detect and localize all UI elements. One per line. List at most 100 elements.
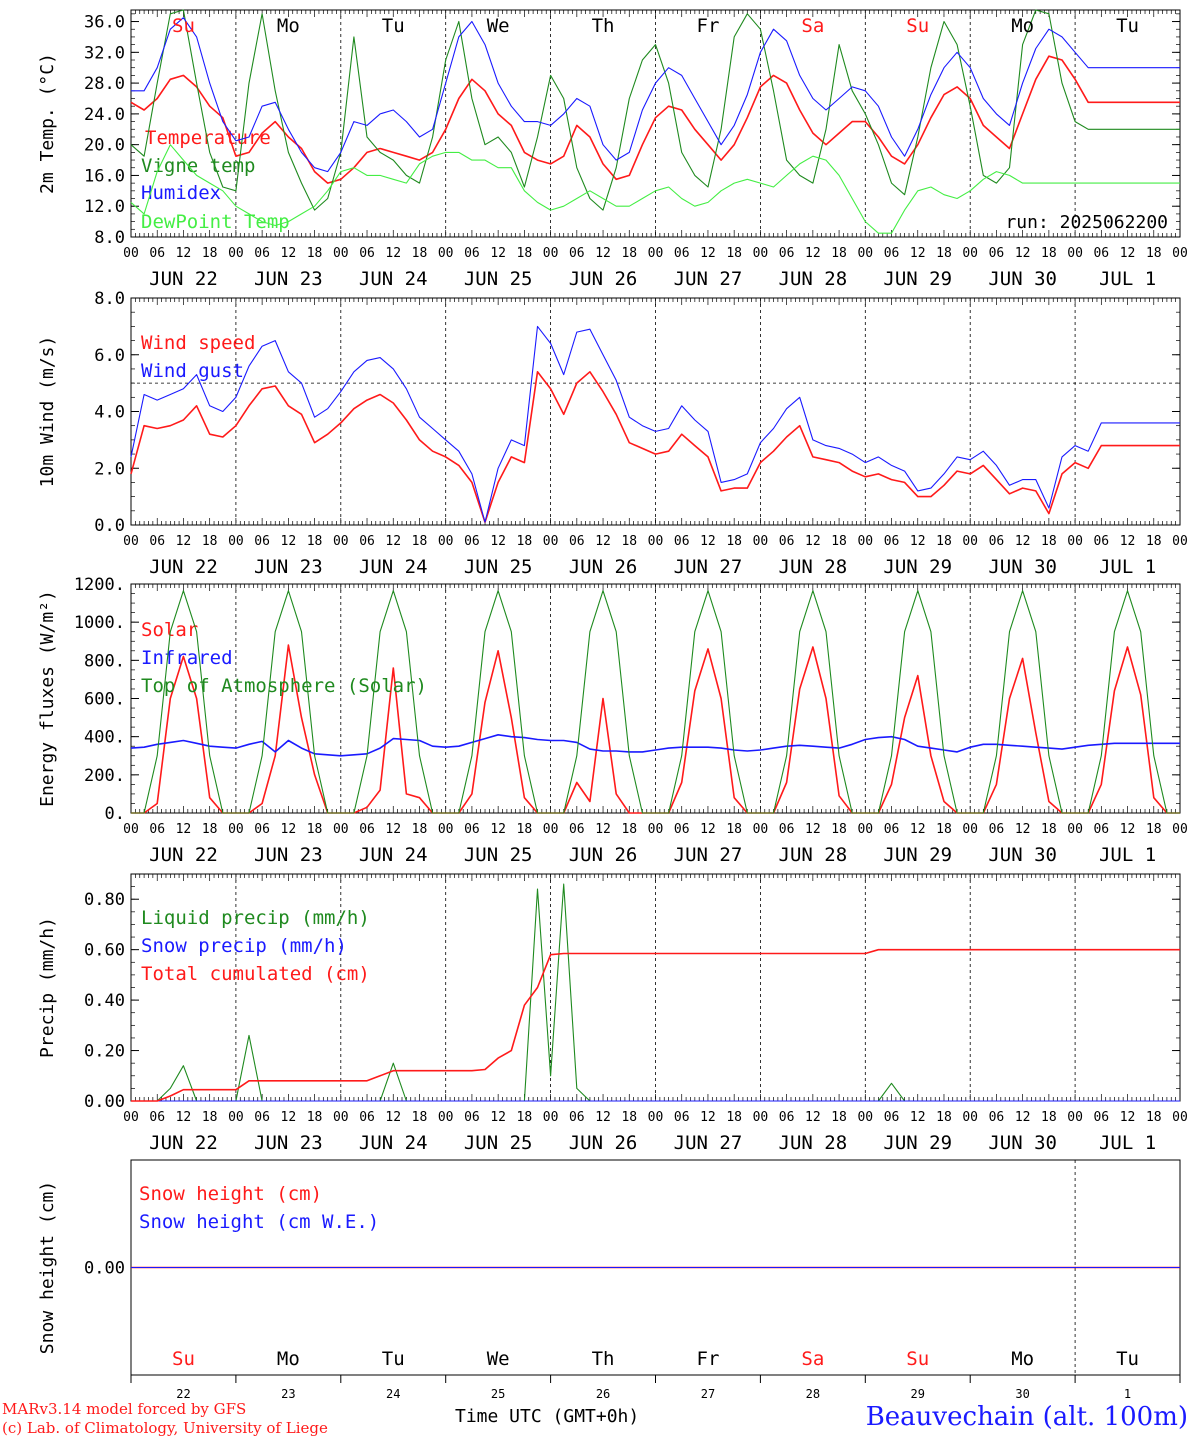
hour-label: 12 (490, 246, 506, 261)
hour-label: 12 (385, 1110, 401, 1125)
hour-label: 12 (281, 822, 297, 837)
hour-label: 12 (1015, 534, 1031, 549)
y-tick-label: 0.20 (84, 1042, 125, 1062)
hour-label: 06 (674, 822, 690, 837)
date-label: JUN 30 (988, 268, 1057, 290)
hour-label: 06 (674, 1110, 690, 1125)
hour-label: 00 (962, 246, 978, 261)
date-label: JUN 26 (569, 268, 638, 290)
hour-label: 18 (831, 1110, 847, 1125)
y-tick-label: 0.80 (84, 890, 125, 910)
hour-label: 06 (464, 822, 480, 837)
hour-label: 00 (753, 1110, 769, 1125)
date-label: JUN 25 (464, 1132, 533, 1154)
day-number-label: 30 (1015, 1387, 1029, 1401)
hour-label: 18 (517, 822, 533, 837)
date-label: JUN 22 (149, 1132, 218, 1154)
hour-label: 00 (857, 1110, 873, 1125)
hour-label: 06 (569, 822, 585, 837)
hour-label: 12 (1015, 246, 1031, 261)
hour-label: 00 (438, 1110, 454, 1125)
hour-label: 00 (962, 1110, 978, 1125)
day-number-label: 22 (176, 1387, 190, 1401)
y-tick-label: 28.0 (84, 74, 125, 94)
hour-label: 00 (1067, 822, 1083, 837)
date-label: JUN 28 (779, 556, 848, 578)
hour-label: 00 (753, 822, 769, 837)
y-tick-label: 1200. (74, 575, 125, 595)
date-label: JUN 25 (464, 556, 533, 578)
date-label: JUN 25 (464, 844, 533, 866)
legend-entry: Snow height (cm) (139, 1183, 322, 1205)
date-label: JUN 23 (254, 1132, 323, 1154)
hour-label: 00 (962, 534, 978, 549)
weekday-label: We (487, 15, 510, 37)
hour-label: 00 (123, 534, 139, 549)
hour-label: 18 (936, 534, 952, 549)
panel-2: 0.0 2.0 4.0 6.0 8.0 10m Wind (m/s) Wind speed W… (37, 289, 1188, 578)
day-number-label: 24 (386, 1387, 400, 1401)
date-label: JUL 1 (1099, 556, 1156, 578)
hour-label: 18 (831, 822, 847, 837)
date-label: JUN 29 (883, 556, 952, 578)
hour-label: 06 (359, 534, 375, 549)
y-tick-label: 0.00 (84, 1092, 125, 1112)
hour-label: 00 (1172, 534, 1188, 549)
hour-label: 18 (621, 822, 637, 837)
hour-label: 00 (543, 246, 559, 261)
date-label: JUN 28 (779, 268, 848, 290)
day-number-label: 23 (281, 1387, 295, 1401)
hour-label: 00 (333, 246, 349, 261)
hour-label: 06 (569, 534, 585, 549)
date-label: JUL 1 (1099, 268, 1156, 290)
hour-label: 06 (464, 534, 480, 549)
hour-label: 00 (753, 246, 769, 261)
hour-label: 06 (884, 1110, 900, 1125)
weekday-label: Mo (1011, 15, 1034, 37)
footer-credit: MARv3.14 model forced by GFS (c) Lab. of… (2, 1400, 328, 1438)
hour-label: 18 (1041, 246, 1057, 261)
panel-4: 0.00 0.20 0.40 0.60 0.80 Precip (mm/h) Liquid … (37, 873, 1188, 1154)
date-label: JUN 24 (359, 556, 428, 578)
hour-label: 06 (779, 246, 795, 261)
hour-label: 12 (1015, 1110, 1031, 1125)
hour-label: 12 (595, 534, 611, 549)
date-label: JUN 27 (674, 844, 743, 866)
weekday-label: Sa (801, 1348, 824, 1370)
date-label: JUN 23 (254, 268, 323, 290)
hour-label: 00 (753, 534, 769, 549)
hour-label: 12 (805, 822, 821, 837)
hour-label: 12 (176, 822, 192, 837)
hour-label: 00 (438, 246, 454, 261)
hour-label: 18 (621, 246, 637, 261)
hour-label: 06 (254, 822, 270, 837)
hour-label: 06 (254, 246, 270, 261)
date-label: JUN 24 (359, 844, 428, 866)
legend-entry: Top of Atmosphere (Solar) (141, 675, 427, 697)
hour-label: 12 (700, 1110, 716, 1125)
hour-label: 00 (438, 822, 454, 837)
hour-label: 12 (281, 534, 297, 549)
hour-label: 12 (490, 822, 506, 837)
weekday-label: Su (906, 15, 929, 37)
panel-5: 0.00 Snow height (cm) Snow height (cm) Snow… (37, 1159, 1181, 1401)
hour-label: 18 (831, 246, 847, 261)
date-label: JUN 28 (779, 1132, 848, 1154)
hour-label: 06 (254, 534, 270, 549)
hour-label: 06 (149, 822, 165, 837)
hour-label: 06 (359, 822, 375, 837)
hour-label: 00 (1172, 246, 1188, 261)
hour-label: 06 (1093, 246, 1109, 261)
series-line-wind-gust (130, 325, 1180, 523)
date-label: JUN 22 (149, 268, 218, 290)
y-tick-label: 16.0 (84, 166, 125, 186)
date-label: JUN 26 (569, 556, 638, 578)
hour-label: 06 (779, 1110, 795, 1125)
weekday-label: Fr (697, 15, 720, 37)
hour-label: 06 (884, 534, 900, 549)
hour-label: 00 (228, 534, 244, 549)
y-axis-label: 10m Wind (m/s) (37, 336, 58, 488)
hour-label: 06 (149, 534, 165, 549)
date-label: JUN 29 (883, 1132, 952, 1154)
date-label: JUN 24 (359, 268, 428, 290)
